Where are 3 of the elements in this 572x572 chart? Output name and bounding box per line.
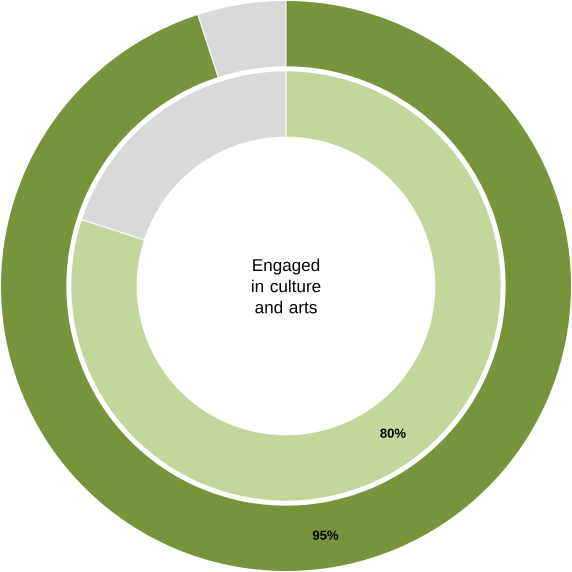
data-label: 95% [312,530,338,540]
text: Engaged in culture and arts [252,258,320,314]
data-label: 80% [380,428,406,438]
